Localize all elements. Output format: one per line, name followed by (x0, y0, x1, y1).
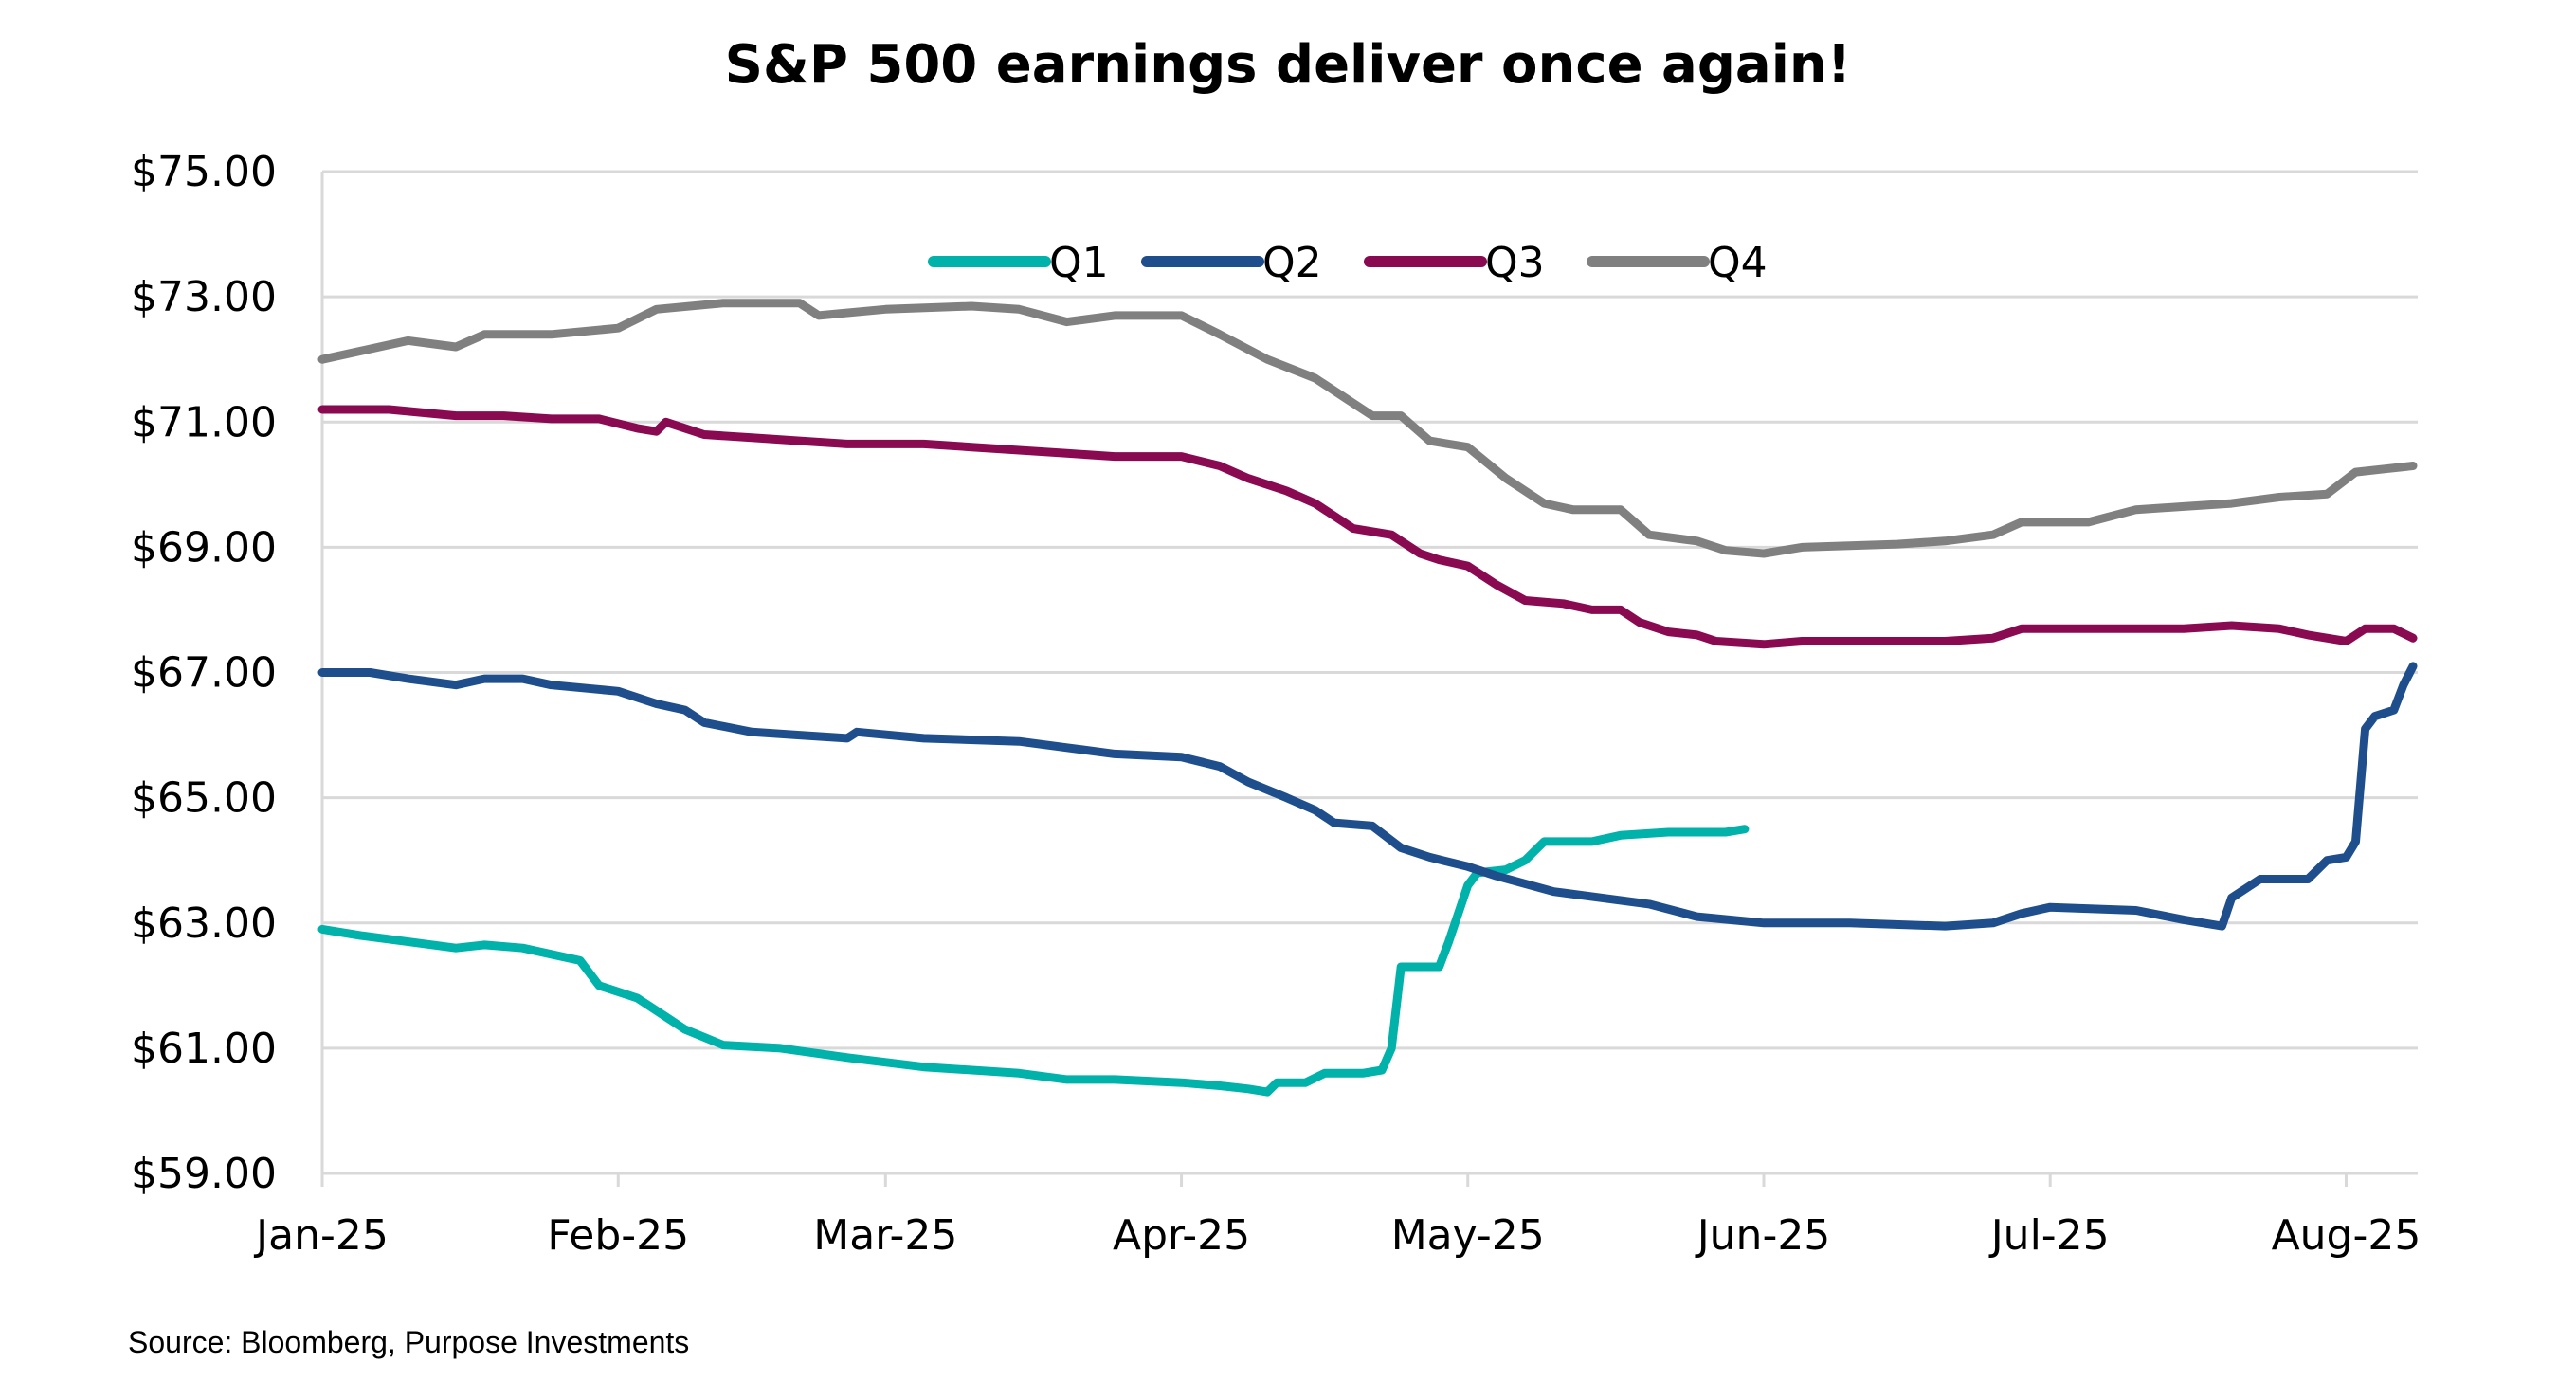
x-tick-label: Jan-25 (253, 1211, 389, 1260)
series-line-q4 (317, 299, 2418, 558)
y-tick-label: $69.00 (131, 523, 277, 572)
legend-label-q3: Q3 (1485, 239, 1545, 287)
x-tick-label: Feb-25 (547, 1211, 689, 1260)
legend-label-q1: Q1 (1049, 239, 1109, 287)
series-line-q3 (317, 405, 2418, 649)
y-tick-label: $61.00 (131, 1025, 277, 1073)
y-tick-label: $63.00 (131, 899, 277, 948)
x-tick-label: Jun-25 (1695, 1211, 1831, 1260)
y-tick-label: $65.00 (131, 774, 277, 823)
chart-title: S&P 500 earnings deliver once again! (724, 34, 1852, 96)
series-line-q2 (317, 662, 2418, 931)
legend-label-q4: Q4 (1708, 239, 1768, 287)
y-tick-label: $59.00 (131, 1150, 277, 1198)
y-tick-label: $71.00 (131, 398, 277, 446)
x-tick-label: Aug-25 (2272, 1211, 2422, 1260)
y-tick-label: $67.00 (131, 649, 277, 698)
legend-label-q2: Q2 (1262, 239, 1322, 287)
y-tick-label: $73.00 (131, 273, 277, 321)
x-tick-label: May-25 (1391, 1211, 1545, 1260)
x-tick-label: Mar-25 (813, 1211, 957, 1260)
series-line-q1 (317, 825, 1750, 1097)
x-tick-label: Apr-25 (1113, 1211, 1250, 1260)
source-note: Source: Bloomberg, Purpose Investments (128, 1325, 690, 1359)
y-tick-label: $75.00 (131, 148, 277, 196)
x-tick-label: Jul-25 (1988, 1211, 2110, 1260)
